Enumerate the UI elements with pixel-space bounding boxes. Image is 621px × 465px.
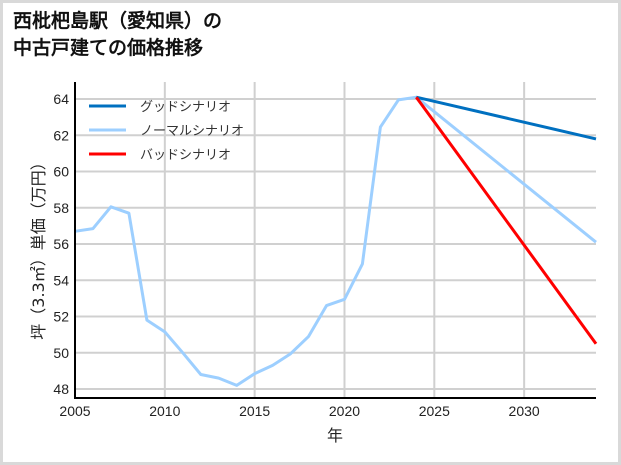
- y-axis-ticks: 48 50 52 54 56 58 60 62 64: [53, 91, 69, 397]
- legend-label: グッドシナリオ: [140, 100, 231, 115]
- axes: [74, 82, 596, 399]
- x-tick-label: 2015: [239, 403, 270, 419]
- x-tick-label: 2010: [149, 403, 180, 419]
- y-tick-label: 60: [53, 164, 69, 180]
- grid-lines: [74, 82, 596, 398]
- y-tick-label: 50: [53, 345, 69, 361]
- data-series: [74, 95, 598, 387]
- series-line: [74, 95, 597, 387]
- x-tick-label: 2030: [509, 403, 540, 419]
- x-tick-label: 2005: [59, 403, 90, 419]
- x-axis-ticks: 2005 2010 2015 2020 2025 2030: [59, 403, 539, 419]
- x-axis-label: 年: [327, 426, 343, 445]
- y-tick-label: 54: [53, 272, 69, 288]
- series-line: [415, 95, 597, 141]
- x-tick-label: 2025: [419, 403, 450, 419]
- x-tick-label: 2020: [329, 403, 360, 419]
- legend-label: ノーマルシナリオ: [140, 124, 244, 139]
- y-tick-label: 56: [53, 236, 69, 252]
- chart-title: 西枇杷島駅（愛知県）の 中古戸建ての価格推移: [13, 10, 223, 59]
- legend-label: バッドシナリオ: [140, 148, 231, 163]
- y-tick-label: 48: [53, 381, 69, 397]
- y-tick-label: 62: [53, 127, 69, 143]
- y-tick-label: 58: [53, 200, 69, 216]
- y-tick-label: 52: [53, 309, 69, 325]
- y-tick-label: 64: [53, 91, 69, 107]
- series-line: [415, 96, 598, 345]
- y-axis-label: 坪（3.3㎡）単価（万円）: [29, 154, 48, 339]
